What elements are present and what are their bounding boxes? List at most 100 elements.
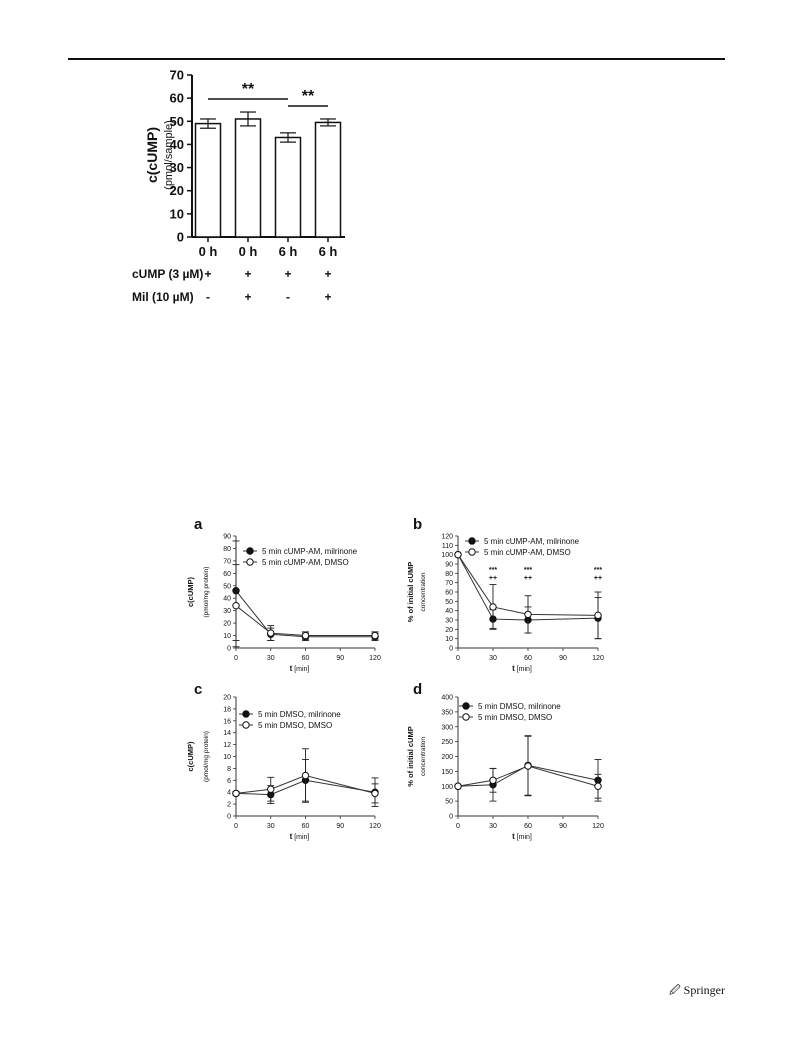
x-tick-label: 90: [336, 823, 344, 830]
y-tick-label: 0: [227, 814, 231, 821]
y-tick-label: 250: [441, 739, 453, 746]
legend-label: 5 min DMSO, milrinone: [258, 710, 341, 719]
x-tick-label: 0 h: [239, 244, 258, 259]
data-point: [594, 782, 602, 790]
significance-label: **: [242, 81, 255, 98]
y-axis-subtitle: (pmol/mg protein): [203, 567, 210, 618]
data-point: [454, 550, 462, 559]
data-point: [524, 762, 532, 770]
y-tick-label: 350: [441, 709, 453, 716]
y-tick-label: 200: [441, 754, 453, 761]
y-tick-label: 12: [223, 742, 231, 749]
x-tick-label: 60: [302, 655, 310, 662]
condition-mark: +: [324, 290, 331, 304]
panel-c: c 0 2 4 6 8 10 12 14 16 18 20 0 30 60 90 120 t [min] c(cUM…: [186, 681, 381, 841]
x-tick-label: 120: [369, 655, 381, 662]
publisher-name: Springer: [683, 983, 725, 997]
significance-annotation: ***: [524, 567, 532, 574]
y-tick-label: 20: [170, 183, 184, 198]
x-tick-label: 60: [524, 823, 532, 830]
y-tick-label: 10: [170, 206, 184, 221]
significance-annotation: ***: [594, 567, 602, 574]
series-line: [457, 765, 599, 787]
y-axis-title: c(cUMP): [186, 741, 195, 772]
significance-annotation: ***: [489, 567, 497, 574]
x-tick-label: 60: [302, 823, 310, 830]
x-tick-label: 120: [592, 823, 604, 830]
y-tick-label: 50: [445, 799, 453, 806]
y-tick-label: 14: [223, 730, 231, 737]
x-tick-label: 0: [456, 655, 460, 662]
bar-chart-cump-per-sample: 0 10 20 30 40 50 60 70 c(cUMP) (pmol/sample) 0 h 0 …: [132, 68, 345, 304]
legend-marker: [462, 702, 470, 710]
data-point: [267, 785, 275, 793]
y-tick-label: 400: [441, 695, 453, 702]
legend-marker: [468, 537, 476, 545]
y-tick-label: 4: [227, 790, 231, 797]
y-tick-label: 60: [223, 571, 231, 578]
legend-marker: [246, 558, 254, 566]
data-point: [489, 776, 497, 784]
data-point: [301, 771, 310, 780]
y-tick-label: 150: [441, 769, 453, 776]
y-tick-label: 20: [223, 695, 231, 702]
y-tick-label: 0: [449, 814, 453, 821]
data-point: [489, 603, 497, 611]
condition-mark: -: [286, 290, 290, 304]
x-tick-label: 90: [559, 655, 567, 662]
panel-label: c: [194, 681, 202, 698]
y-axis-title: c(cUMP): [186, 577, 195, 608]
x-tick-label: 120: [592, 655, 604, 662]
data-point: [371, 631, 379, 640]
legend-label: 5 min DMSO, milrinone: [478, 702, 561, 711]
condition-mark: +: [244, 267, 251, 281]
x-tick-label: 120: [369, 823, 381, 830]
y-tick-label: 70: [170, 68, 184, 83]
significance-label: **: [302, 88, 315, 105]
series-line: [235, 590, 375, 638]
y-tick-label: 50: [170, 114, 184, 129]
y-axis-title: c(cUMP): [144, 127, 160, 183]
y-tick-label: 16: [223, 718, 231, 725]
header-rule: [68, 58, 725, 60]
y-tick-label: 100: [441, 784, 453, 791]
x-tick-label: 0 h: [199, 244, 218, 259]
y-tick-label: 2: [227, 802, 231, 809]
y-tick-label: 300: [441, 724, 453, 731]
x-axis-title: t [min]: [290, 664, 310, 673]
y-tick-label: 8: [227, 766, 231, 773]
y-axis-subtitle: (pmol/mg protein): [203, 731, 210, 782]
condition-mark: -: [206, 290, 210, 304]
significance-annotation: ++: [524, 575, 532, 582]
y-tick-label: 40: [170, 137, 184, 152]
y-tick-label: 70: [445, 580, 453, 587]
y-tick-label: 120: [441, 534, 453, 541]
x-tick-label: 0: [234, 655, 238, 662]
legend-marker: [242, 710, 250, 718]
y-tick-label: 40: [223, 596, 231, 603]
y-tick-label: 110: [442, 543, 453, 550]
y-tick-label: 30: [223, 608, 231, 615]
legend-label: 5 min cUMP-AM, milrinone: [262, 547, 358, 556]
series-line: [235, 779, 376, 796]
x-tick-label: 60: [524, 655, 532, 662]
x-tick-label: 90: [336, 655, 344, 662]
panel-b: b 0 10 20 30 40 50 60 70 80 90 100 110 120 0 30 60 90 120 t…: [406, 516, 604, 673]
y-tick-label: 90: [445, 562, 453, 569]
series-line: [235, 775, 376, 794]
y-tick-label: 10: [445, 636, 453, 643]
panel-label: b: [413, 516, 422, 533]
panel-a: a 0 10 20 30 40 50 60 70 80 90 0 30 60 90 120 t [min] c(c…: [186, 516, 381, 673]
condition-mark: +: [284, 267, 291, 281]
y-tick-label: 6: [227, 778, 231, 785]
series-line: [457, 554, 599, 621]
y-tick-label: 18: [223, 706, 231, 713]
y-tick-label: 30: [445, 618, 453, 625]
y-axis-subtitle: concentration: [420, 572, 427, 611]
legend-marker: [462, 713, 470, 721]
data-point: [454, 782, 462, 790]
panel-label: a: [194, 516, 203, 533]
data-point: [267, 629, 275, 637]
x-tick-label: 0: [456, 823, 460, 830]
